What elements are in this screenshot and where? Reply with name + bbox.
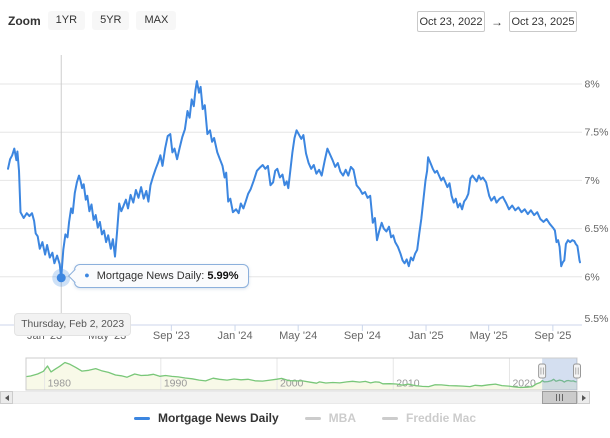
scrollbar-right-button[interactable]	[577, 391, 590, 404]
y-axis-label: 7%	[585, 175, 600, 187]
x-axis-label: Sep '24	[344, 330, 381, 342]
main-series-line	[7, 80, 581, 279]
scrollbar-thumb[interactable]	[542, 391, 577, 404]
legend-item-mba[interactable]: MBA	[304, 411, 356, 425]
x-axis-label: Sep '23	[153, 330, 190, 342]
range-button-max[interactable]: MAX	[136, 11, 177, 30]
y-axis-label: 6.5%	[585, 223, 609, 235]
navigator-handle-right[interactable]	[573, 363, 581, 379]
x-axis-label: Jan '25	[408, 330, 443, 342]
crosshair-date-label: Thursday, Feb 2, 2023	[14, 313, 132, 336]
tooltip-value: 5.99%	[207, 269, 239, 282]
x-axis-label: May '24	[279, 330, 317, 342]
y-axis-label: 8%	[585, 79, 600, 91]
scrollbar-right-arrow-icon	[581, 394, 589, 401]
navigator-handle-left[interactable]	[538, 363, 547, 379]
x-axis-label: May '25	[470, 330, 508, 342]
legend: Mortgage News Daily MBA Freddie Mac	[0, 411, 610, 425]
series-dash-icon	[133, 416, 150, 420]
legend-item-label: Freddie Mac	[406, 411, 477, 425]
date-range-inputs: →	[417, 11, 577, 32]
series-dash-icon	[382, 416, 398, 420]
range-button-1yr[interactable]: 1YR	[47, 11, 86, 30]
x-axis-label: Jan '24	[217, 330, 252, 342]
navigator-area[interactable]	[26, 362, 577, 391]
y-axis-label: 5.5%	[585, 313, 609, 325]
arrow-right-icon: →	[491, 14, 503, 29]
navigator-selection-mask[interactable]	[542, 358, 577, 391]
legend-item-freddie-mac[interactable]: Freddie Mac	[382, 411, 476, 425]
legend-item-label: MBA	[328, 411, 356, 425]
navigator-scrollbar	[0, 391, 590, 404]
range-button-5yr[interactable]: 5YR	[92, 11, 130, 30]
tooltip: ● Mortgage News Daily: 5.99%	[68, 263, 249, 288]
thumb-grip-icon	[559, 394, 561, 401]
series-bullet-icon: ●	[84, 269, 90, 280]
thumb-grip-icon	[556, 394, 558, 401]
from-date-input[interactable]	[417, 11, 485, 32]
marker-dot	[56, 273, 66, 283]
x-axis-label: Sep '25	[534, 330, 571, 342]
y-axis-label: 7.5%	[585, 127, 609, 139]
zoom-label: Zoom	[8, 13, 41, 28]
navigator-year-label: 1990	[164, 378, 188, 390]
to-date-input[interactable]	[509, 11, 577, 32]
scrollbar-track[interactable]	[13, 391, 577, 404]
legend-item-label: Mortgage News Daily	[157, 411, 279, 425]
y-axis-label: 6%	[585, 271, 600, 283]
legend-item-mortgage-news-daily[interactable]: Mortgage News Daily	[133, 411, 279, 425]
scrollbar-left-arrow-icon	[2, 394, 9, 401]
scrollbar-left-button[interactable]	[0, 391, 13, 404]
navigator-year-label: 2010	[396, 378, 420, 390]
thumb-grip-icon	[562, 394, 564, 401]
navigator-year-label: 1980	[48, 378, 72, 390]
tooltip-series-label: Mortgage News Daily:	[96, 269, 205, 282]
range-selector: Zoom 1YR 5YR MAX	[8, 11, 177, 30]
series-dash-icon	[304, 416, 321, 420]
navigator-series-line	[25, 361, 578, 389]
